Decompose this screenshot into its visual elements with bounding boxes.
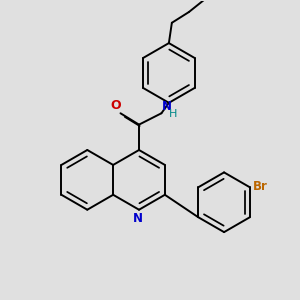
Text: N: N xyxy=(133,212,142,225)
Text: N: N xyxy=(162,100,172,113)
Text: H: H xyxy=(169,109,178,119)
Text: O: O xyxy=(111,99,121,112)
Text: Br: Br xyxy=(253,180,268,193)
